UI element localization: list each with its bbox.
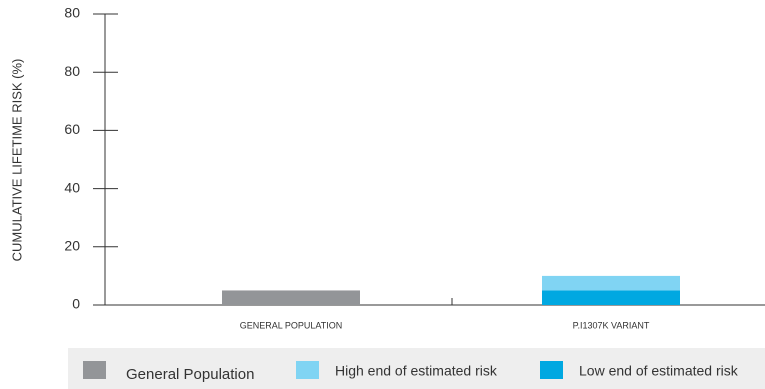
y-tick-label: 40: [64, 179, 80, 195]
y-tick-label: 80: [64, 63, 80, 79]
legend-label: General Population: [126, 366, 254, 383]
legend-swatch: [83, 361, 106, 379]
legend-label: Low end of estimated risk: [579, 363, 739, 379]
legend-label: High end of estimated risk: [335, 363, 498, 379]
y-tick-label: 80: [64, 5, 80, 21]
bar-segment: [222, 290, 360, 305]
legend-swatch: [540, 361, 563, 379]
y-tick-label: 20: [64, 238, 80, 254]
legend-background: [68, 348, 765, 389]
y-tick-label: 60: [64, 121, 80, 137]
bar-segment: [542, 275, 680, 291]
legend-swatch: [296, 361, 319, 379]
y-tick-label: 0: [72, 296, 80, 312]
y-axis-label: CUMULATIVE LIFETIME RISK (%): [9, 59, 24, 262]
x-tick-label: GENERAL POPULATION: [240, 320, 343, 330]
bar-segment: [542, 290, 680, 305]
x-tick-label: P.I1307K VARIANT: [573, 320, 650, 330]
